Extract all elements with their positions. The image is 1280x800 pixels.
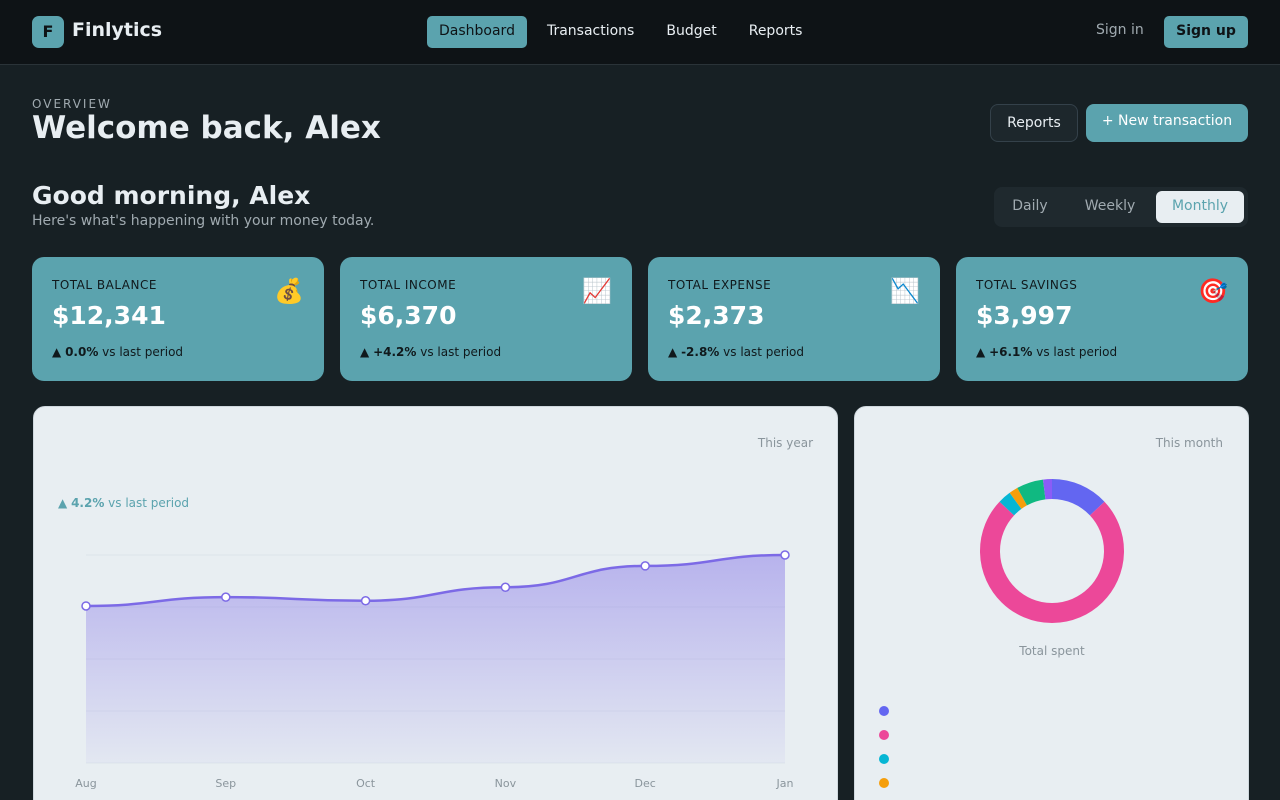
trend-arrow: ▲ [58,496,68,510]
card-change: ▲ +6.1% vs last period [976,345,1117,359]
line-panel: This year ▲ 4.2% vs last period Aug Sep Oct N… [33,406,838,800]
card-icon: 🎯 [1198,277,1228,305]
sign-in[interactable]: Sign in [1096,22,1144,38]
donut-slice [1017,479,1046,506]
chart-annotation: ▲ 4.2% vs last period [58,496,189,510]
card-value: $6,370 [360,301,457,330]
card-value: $2,373 [668,301,765,330]
change-value: +6.1% [989,345,1033,359]
greeting-subtitle: Here's what's happening with your money … [32,213,375,229]
legend-dot [879,754,889,764]
stat-card: TOTAL EXPENSE $2,373 📉 ▲ -2.8% vs last peri… [648,257,940,381]
greeting-title: Good morning, Alex [32,181,311,210]
change-suffix: vs last period [108,496,189,510]
period-tab[interactable]: Weekly [1084,198,1136,214]
card-label: TOTAL INCOME [360,278,457,292]
nav-link[interactable]: Reports [748,23,803,39]
change-suffix: vs last period [102,345,184,359]
trend-arrow: ▲ [360,345,370,359]
line-chart: This year ▲ 4.2% vs last period Aug Sep Oct N… [58,436,813,790]
stat-card: TOTAL INCOME $6,370 📈 ▲ +4.2% vs last perio… [340,257,632,381]
change-value: +4.2% [373,345,417,359]
change-value: -2.8% [681,345,720,359]
panel-subtitle: This month [1155,436,1223,450]
card-icon: 📈 [582,277,612,305]
card-value: $12,341 [52,301,166,330]
line [85,553,786,608]
nav-links: Dashboard Transactions Budget Reports [427,16,814,48]
donut-slice [980,501,1124,623]
x-tick-label: Sep [215,777,236,790]
navbar: F Finlytics Dashboard Transactions Budget R… [0,0,1280,65]
nav-link[interactable]: Dashboard [427,16,527,48]
area [86,555,785,763]
donut-slice [1051,479,1105,516]
point [500,582,511,592]
point [780,550,790,560]
trend-arrow: ▲ [52,345,62,359]
x-tick-label: Oct [356,777,376,790]
point [221,592,231,602]
reports-button[interactable]: Reports [990,104,1078,142]
card-change: ▲ +4.2% vs last period [360,345,501,359]
change-value: 4.2% [71,496,104,510]
x-tick-label: Aug [75,777,96,790]
legend-dot [879,706,889,716]
change-suffix: vs last period [420,345,502,359]
legend-dot [879,778,889,788]
change-value: 0.0% [65,345,99,359]
point [81,601,91,611]
card-label: TOTAL BALANCE [52,278,157,292]
x-tick-label: Dec [635,777,656,790]
logo[interactable]: F [32,16,64,48]
sign-up[interactable]: Sign up [1164,16,1248,48]
period-switch: Daily Weekly Monthly [994,187,1248,227]
donut-slice [1009,487,1028,510]
donut-chart: This month Total spent [879,436,1223,788]
legend-dot [879,730,889,740]
change-suffix: vs last period [723,345,805,359]
period-tab[interactable]: Monthly [1156,191,1244,223]
card-change: ▲ 0.0% vs last period [52,345,183,359]
trend-arrow: ▲ [976,345,986,359]
point [640,561,650,571]
stat-card: TOTAL BALANCE $12,341 💰 ▲ 0.0% vs last peri… [32,257,324,381]
center-label: Total spent [1018,644,1085,658]
card-label: TOTAL SAVINGS [976,278,1078,292]
brand[interactable]: Finlytics [72,19,163,41]
new-transaction-button[interactable]: + New transaction [1086,104,1248,142]
card-value: $3,997 [976,301,1073,330]
nav-link[interactable]: Transactions [546,23,635,39]
page-title: Welcome back, Alex [32,110,381,146]
donut-slice [999,492,1022,516]
period-tab[interactable]: Daily [1012,198,1048,214]
x-tick-label: Nov [495,777,517,790]
card-change: ▲ -2.8% vs last period [668,345,804,359]
x-tick-label: Jan [776,777,794,790]
panel-subtitle: This year [757,436,813,450]
trend-arrow: ▲ [668,345,678,359]
stat-card: TOTAL SAVINGS $3,997 🎯 ▲ +6.1% vs last peri… [956,257,1248,381]
change-suffix: vs last period [1036,345,1118,359]
card-icon: 💰 [274,277,304,305]
nav-link[interactable]: Budget [666,23,717,39]
card-label: TOTAL EXPENSE [668,278,772,292]
donut-panel: This month Total spent [854,406,1249,800]
card-icon: 📉 [890,277,920,305]
point [360,596,371,606]
eyebrow: OVERVIEW [32,97,112,111]
